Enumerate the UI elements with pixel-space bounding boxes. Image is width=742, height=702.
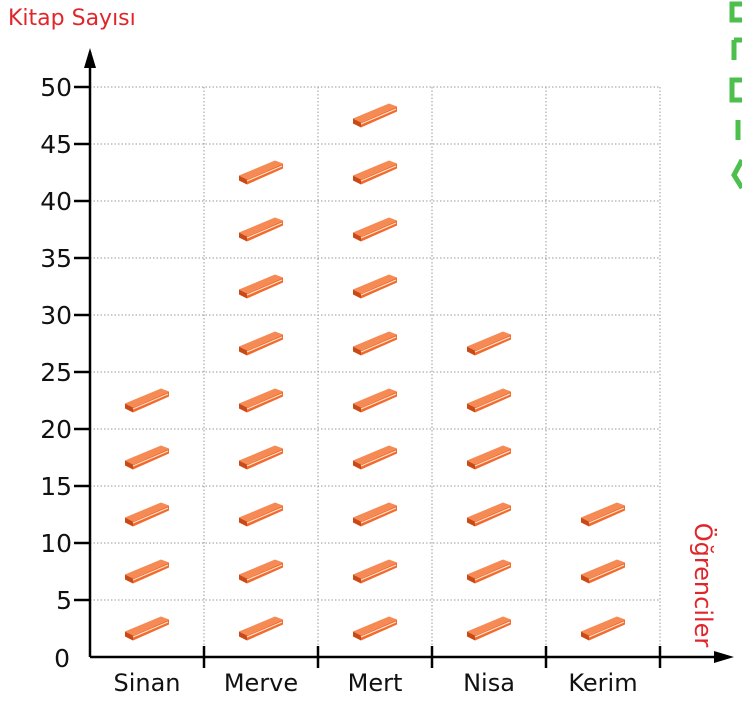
book-icon — [466, 387, 512, 414]
y-tick-label: 20 — [40, 415, 72, 444]
book-icon — [466, 501, 512, 528]
y-tick-label: 10 — [40, 529, 72, 558]
book-icon — [352, 501, 398, 528]
book-icon — [352, 330, 398, 357]
book-icon — [466, 558, 512, 585]
book-icon — [238, 387, 284, 414]
book-icon — [238, 501, 284, 528]
book-icon — [238, 615, 284, 642]
book-icon — [238, 558, 284, 585]
book-icon — [352, 615, 398, 642]
book-icon — [580, 615, 626, 642]
book-icon — [466, 444, 512, 471]
book-icon — [124, 387, 170, 414]
x-tick-label: Sinan — [113, 669, 180, 697]
book-icon — [238, 159, 284, 186]
y-tick-label: 0 — [54, 644, 70, 673]
book-icon — [352, 387, 398, 414]
book-icon — [580, 558, 626, 585]
y-tick-label: 25 — [40, 358, 72, 387]
x-tick-label: Mert — [348, 669, 403, 697]
x-tick-label: Merve — [224, 669, 298, 697]
book-icon — [466, 615, 512, 642]
book-icon — [352, 159, 398, 186]
y-tick-label: 50 — [40, 73, 72, 102]
book-icon — [352, 273, 398, 300]
book-icon — [352, 102, 398, 129]
book-icon — [352, 558, 398, 585]
y-tick-label: 35 — [40, 244, 72, 273]
y-tick-label: 40 — [40, 187, 72, 216]
book-icon — [238, 216, 284, 243]
book-icon — [124, 615, 170, 642]
book-icon — [352, 216, 398, 243]
book-icon — [238, 330, 284, 357]
y-tick-label: 5 — [56, 586, 72, 615]
tick-labels: 0 5 10 15 20 25 30 35 40 45 50 Sinan Merve Mert Nisa Ke… — [40, 73, 637, 697]
book-icon — [352, 444, 398, 471]
book-icon — [124, 444, 170, 471]
y-tick-label: 15 — [40, 472, 72, 501]
book-icon — [466, 330, 512, 357]
y-tick-label: 30 — [40, 301, 72, 330]
y-axis-title: Kitap Sayısı — [8, 6, 136, 31]
x-axis-arrow — [714, 651, 734, 663]
side-tab-edge — [729, 1, 742, 190]
book-icon — [580, 501, 626, 528]
book-icon — [238, 273, 284, 300]
book-icon — [124, 501, 170, 528]
grid — [90, 86, 661, 657]
y-tick-label: 45 — [40, 130, 72, 159]
x-tick-label: Nisa — [463, 669, 515, 697]
axes — [74, 48, 734, 668]
book-icon — [238, 444, 284, 471]
book-icon — [124, 558, 170, 585]
x-tick-label: Kerim — [568, 669, 637, 697]
y-axis-arrow — [84, 48, 96, 68]
